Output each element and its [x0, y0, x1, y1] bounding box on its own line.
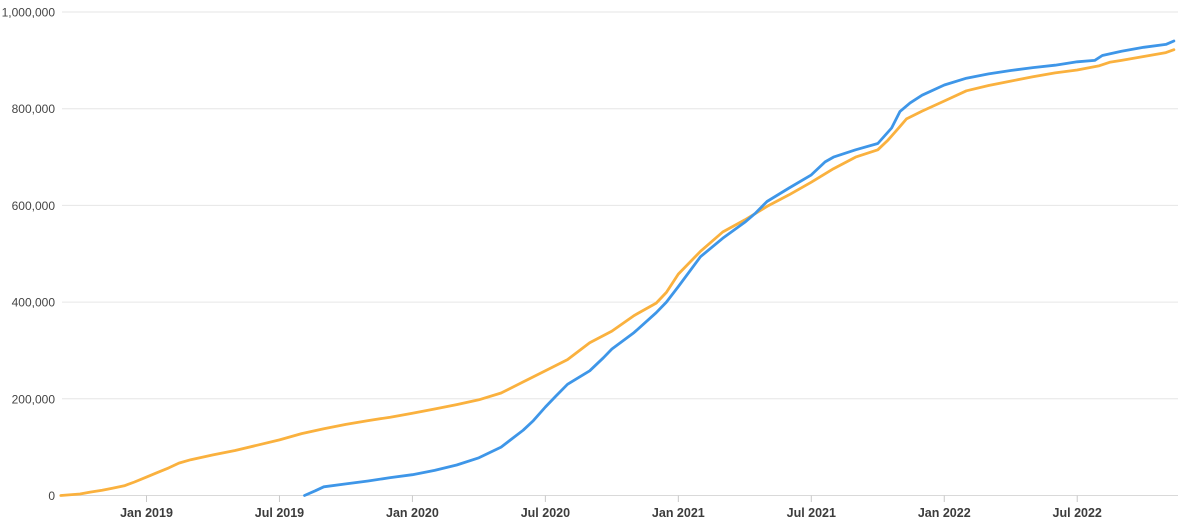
x-tick-label: Jan 2021 [652, 506, 705, 520]
x-tick-label: Jul 2022 [1053, 506, 1102, 520]
x-tick-label: Jan 2020 [386, 506, 439, 520]
y-tick-label: 400,000 [12, 296, 56, 310]
y-tick-label: 600,000 [12, 199, 56, 213]
x-tick-label: Jul 2021 [787, 506, 836, 520]
x-tick-label: Jul 2020 [521, 506, 570, 520]
y-tick-label: 0 [48, 489, 55, 503]
series-line-blue-series[interactable] [303, 39, 1176, 497]
series-line-orange-series[interactable] [59, 48, 1176, 497]
x-tick-label: Jul 2019 [255, 506, 304, 520]
x-tick-label: Jan 2019 [120, 506, 173, 520]
y-tick-label: 800,000 [12, 102, 56, 116]
y-tick-label: 200,000 [12, 392, 56, 406]
x-tick-label: Jan 2022 [918, 506, 971, 520]
y-tick-label: 1,000,000 [2, 6, 56, 20]
